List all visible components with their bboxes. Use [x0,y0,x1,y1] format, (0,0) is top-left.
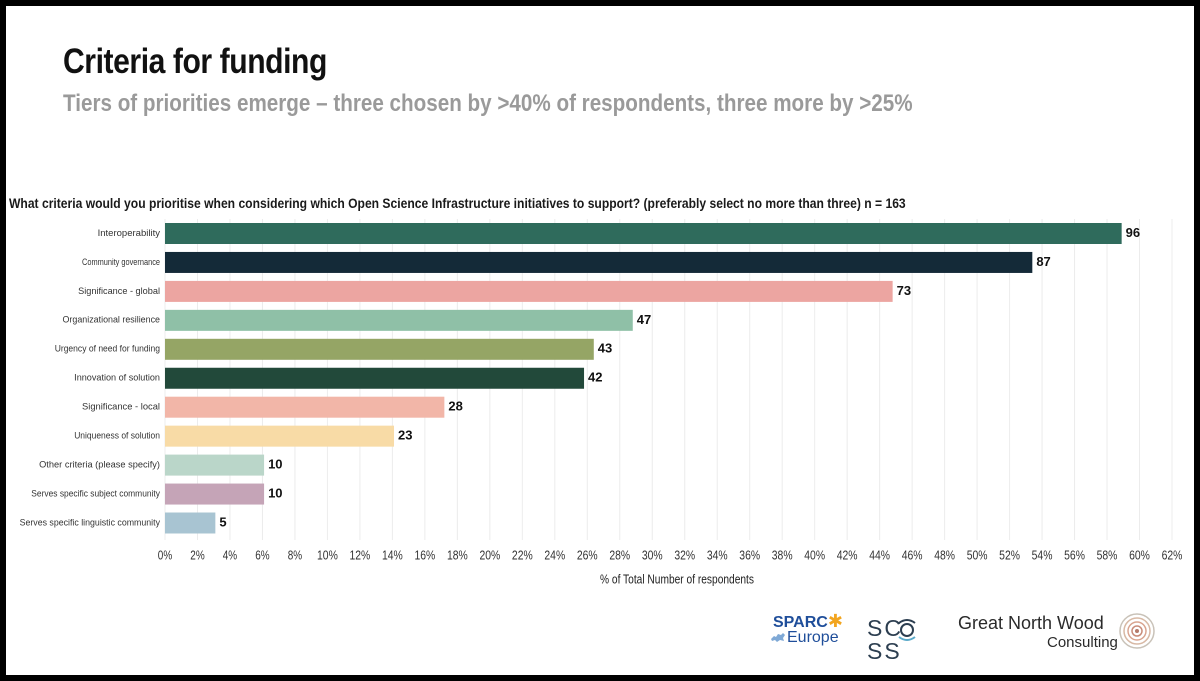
x-tick-label: 8% [288,548,302,562]
page-title: Criteria for funding [63,42,327,81]
x-tick-label: 56% [1064,548,1085,562]
bar [165,512,216,534]
x-tick-label: 18% [447,548,468,562]
gnw-rings-icon [1119,613,1155,649]
category-label: Serves specific linguistic community [20,517,161,527]
bar [165,338,594,360]
category-label: Other criteria (please specify) [39,459,160,469]
x-tick-label: 30% [642,548,663,562]
x-tick-label: 14% [382,548,403,562]
x-tick-label: 40% [804,548,825,562]
category-label: Organizational resilience [63,315,161,325]
x-tick-label: 62% [1162,548,1183,562]
bar [165,280,893,302]
category-label: Uniqueness of solution [74,431,160,441]
x-tick-label: 26% [577,548,598,562]
x-tick-label: 46% [902,548,923,562]
sparc-star-icon: ✱ [827,611,843,631]
x-tick-label: 50% [967,548,988,562]
x-tick-label: 52% [999,548,1020,562]
survey-question: What criteria would you prioritise when … [9,195,906,211]
x-tick-label: 58% [1097,548,1118,562]
x-tick-label: 20% [479,548,500,562]
data-label: 5 [219,514,226,529]
europe-map-icon [771,633,785,642]
x-tick-label: 38% [772,548,793,562]
bar [165,309,633,331]
bar [165,425,395,447]
x-tick-label: 24% [544,548,565,562]
x-tick-label: 22% [512,548,533,562]
page-subtitle: Tiers of priorities emerge – three chose… [63,90,913,117]
category-label: Significance - local [82,402,160,412]
bar [165,483,265,505]
x-tick-label: 4% [223,548,237,562]
data-label: 43 [598,341,612,356]
x-tick-label: 34% [707,548,728,562]
scoss-logo-text: SC SS [867,615,903,664]
x-tick-label: 48% [934,548,955,562]
x-tick-label: 28% [609,548,630,562]
x-axis-label: % of Total Number of respondents [600,571,754,586]
data-label: 96 [1126,225,1140,240]
bar [165,251,1033,273]
category-label: Interoperability [98,228,161,238]
data-label: 10 [268,485,282,500]
data-label: 23 [398,428,412,443]
category-label: Innovation of solution [74,373,160,383]
bar [165,223,1122,244]
gnw-logo-name: Great North Wood [958,613,1104,633]
data-label: 47 [637,312,651,327]
bar [165,367,585,389]
x-tick-label: 10% [317,548,338,562]
data-label: 10 [268,457,282,472]
x-tick-label: 54% [1032,548,1053,562]
x-tick-label: 16% [414,548,435,562]
x-tick-label: 60% [1129,548,1150,562]
bar [165,396,445,418]
category-label: Significance - global [78,286,160,296]
data-label: 87 [1036,254,1050,269]
sparc-logo-text: SPARC [773,614,828,631]
sparc-europe-logo: SPARC✱ [773,612,843,631]
data-label: 42 [588,370,602,385]
sparc-europe-text: Europe [787,629,839,646]
x-tick-label: 32% [674,548,695,562]
x-tick-label: 36% [739,548,760,562]
scoss-o-icon [898,619,916,641]
x-tick-label: 0% [158,548,172,562]
x-tick-label: 12% [350,548,371,562]
category-label: Serves specific subject community [31,488,160,498]
bar [165,454,265,476]
x-tick-label: 44% [869,548,890,562]
gnw-logo-sub: Consulting [1047,634,1118,651]
x-tick-label: 6% [255,548,269,562]
x-tick-label: 42% [837,548,858,562]
data-label: 73 [897,283,911,298]
category-label: Community governance [82,257,160,267]
data-label: 28 [448,399,462,414]
x-tick-label: 2% [190,548,204,562]
category-label: Urgency of need for funding [55,344,160,354]
